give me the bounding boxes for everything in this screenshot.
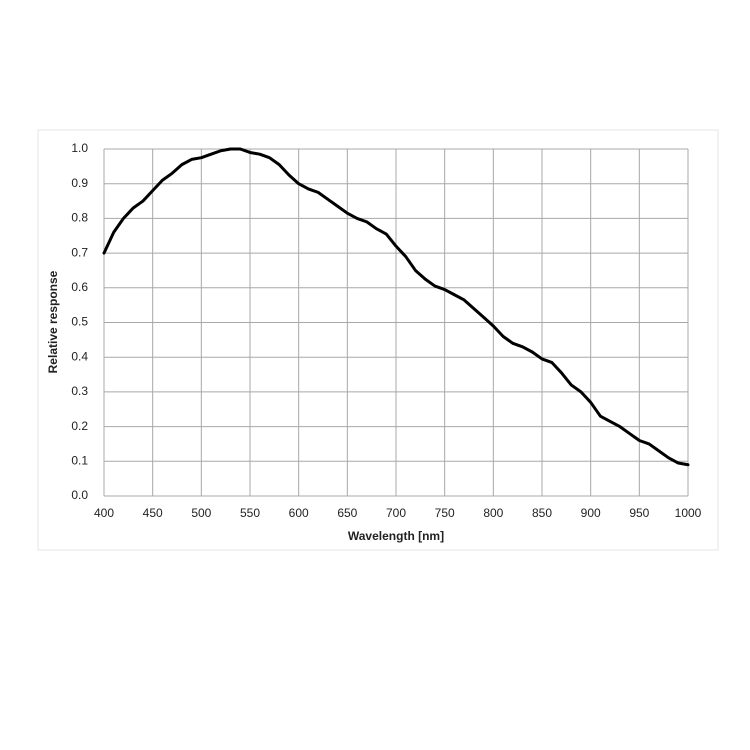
x-tick-label: 850 <box>532 506 552 520</box>
y-axis-title: Relative response <box>46 270 60 373</box>
x-tick-label: 450 <box>143 506 163 520</box>
x-tick-label: 800 <box>483 506 503 520</box>
y-tick-label: 0.0 <box>71 488 88 502</box>
x-tick-label: 650 <box>337 506 357 520</box>
x-tick-label: 550 <box>240 506 260 520</box>
x-tick-label: 500 <box>191 506 211 520</box>
y-tick-label: 0.1 <box>71 453 88 467</box>
y-tick-label: 0.8 <box>71 211 88 225</box>
y-tick-label: 0.9 <box>71 176 88 190</box>
x-axis-title: Wavelength [nm] <box>348 529 444 543</box>
x-tick-label: 900 <box>581 506 601 520</box>
y-tick-label: 0.3 <box>71 384 88 398</box>
x-tick-label: 1000 <box>675 506 702 520</box>
y-tick-label: 0.5 <box>71 315 88 329</box>
x-tick-label: 400 <box>94 506 114 520</box>
y-tick-label: 0.6 <box>71 280 88 294</box>
y-tick-label: 0.7 <box>71 245 88 259</box>
y-tick-label: 0.4 <box>71 349 88 363</box>
data-line <box>102 147 690 467</box>
x-tick-label: 600 <box>289 506 309 520</box>
x-tick-label: 700 <box>386 506 406 520</box>
x-tick-label: 750 <box>435 506 455 520</box>
y-tick-label: 0.2 <box>71 419 88 433</box>
chart-frame <box>37 129 719 551</box>
x-tick-label: 950 <box>629 506 649 520</box>
y-tick-label: 1.0 <box>71 141 88 155</box>
